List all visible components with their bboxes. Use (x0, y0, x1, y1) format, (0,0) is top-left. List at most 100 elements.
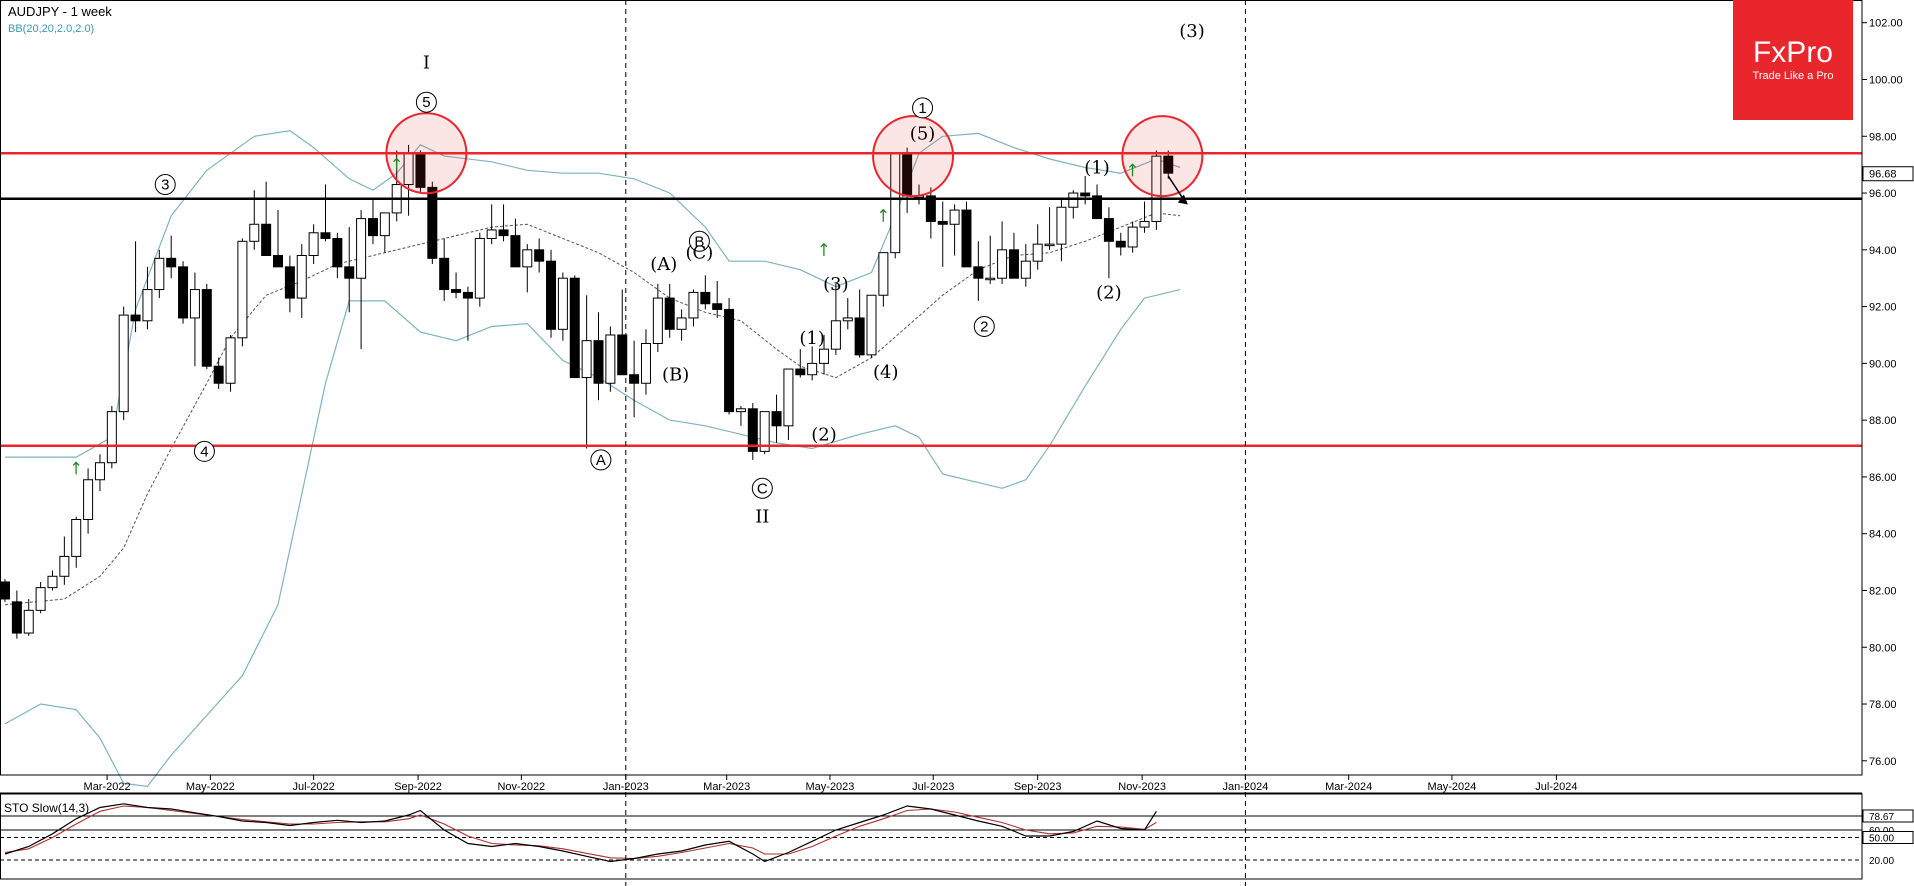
wave-label: (B) (662, 365, 689, 386)
y-tick-label: 76.00 (1869, 756, 1897, 768)
wave-label: (5) (910, 123, 936, 144)
x-tick-label: Sep-2022 (394, 781, 442, 793)
candle-bearish (546, 260, 557, 330)
candle-bullish (807, 362, 818, 376)
candle-bearish (510, 235, 521, 268)
candle-bearish (724, 308, 735, 413)
highlight-circle (872, 115, 955, 198)
candle-bullish (237, 240, 248, 339)
candle-bearish (498, 229, 509, 237)
annotations: I 5 3 4 A (A) B(C) (B) C II (1) (2) (3) (4) 1 (5) 2 (1) (2… (154, 21, 1205, 528)
signal-arrow-icon (879, 208, 887, 222)
bollinger-lower-band (4, 289, 1181, 788)
wave-label-circle (751, 477, 773, 499)
candle-bullish (474, 237, 485, 299)
wave-label: 4 (200, 443, 208, 460)
candle-bearish (771, 411, 782, 427)
candle-bearish (439, 257, 450, 291)
candle-bullish (1068, 192, 1079, 208)
wave-label: (C) (685, 243, 713, 264)
candle-bullish (819, 348, 830, 364)
signal-arrow-icon (820, 242, 828, 256)
main-frame (0, 0, 1863, 776)
candle-bearish (712, 303, 723, 310)
x-tick-label: Sep-2023 (1014, 781, 1062, 793)
fxpro-logo: FxPro Trade Like a Pro (1733, 0, 1853, 120)
candle-bearish (854, 317, 865, 356)
candle-bullish (1032, 243, 1043, 262)
candle-bullish (581, 340, 592, 379)
oscillator-level-label: 78.67 (1869, 812, 1894, 823)
y-tick-label: 96.00 (1869, 188, 1897, 200)
wave-label: (3) (823, 274, 849, 295)
logo-tagline: Trade Like a Pro (1753, 70, 1834, 82)
candle-bullish (1044, 243, 1055, 247)
candle-bearish (925, 195, 936, 222)
candle-bullish (878, 252, 889, 296)
candle-bullish (676, 317, 687, 330)
oscillator-level-label: 50.00 (1869, 834, 1894, 845)
wave-label: (A) (650, 254, 677, 275)
current-price-box (1862, 166, 1914, 182)
wave-label: 1 (918, 100, 926, 117)
candle-bearish (1080, 192, 1091, 197)
y-tick-label: 98.00 (1869, 131, 1897, 143)
candle-bearish (320, 232, 331, 239)
wave-label-circle (912, 97, 934, 119)
candle-bearish (1008, 249, 1019, 279)
candle-bullish (154, 257, 165, 291)
candle-bullish (379, 212, 390, 237)
candle-bullish (23, 609, 34, 634)
y-tick-label: 80.00 (1869, 642, 1897, 654)
candle-bullish (783, 368, 794, 427)
y-tick-label: 84.00 (1869, 529, 1897, 541)
candle-bullish (47, 575, 58, 589)
candle-bullish (605, 334, 616, 384)
wave-label: B (694, 233, 704, 250)
candle-bullish (985, 277, 996, 281)
wave-label-circle (973, 315, 995, 337)
candle-bearish (166, 257, 177, 268)
candle-bullish (486, 229, 497, 239)
candle-bearish (629, 374, 640, 384)
wave-label: (4) (873, 362, 899, 383)
candle-bearish (617, 334, 628, 376)
x-tick-label: Nov-2023 (1118, 781, 1166, 793)
candle-bearish (462, 291, 473, 299)
candle-bearish (795, 368, 806, 376)
candle-bullish (949, 209, 960, 225)
candle-bullish (1139, 220, 1150, 228)
wave-label: I (423, 52, 430, 73)
logo-background (1733, 0, 1853, 120)
candle-bearish (344, 266, 355, 279)
candle-bearish (201, 289, 212, 367)
x-tick-label: Mar-2023 (703, 781, 750, 793)
wave-label: II (755, 507, 769, 528)
oscillator-level-label: 20.00 (1869, 856, 1894, 867)
candle-bullish (59, 555, 70, 577)
y-tick-label: 88.00 (1869, 415, 1897, 427)
candle-bearish (367, 218, 378, 237)
candle-bearish (961, 209, 972, 268)
candle-bearish (11, 601, 22, 634)
wave-label: A (596, 452, 606, 469)
stochastic-d-line (4, 805, 1157, 860)
candle-bearish (937, 220, 948, 225)
x-tick-label: Jan-2024 (1222, 781, 1268, 793)
x-tick-label: Jul-2022 (293, 781, 335, 793)
x-tick-label: Mar-2024 (1325, 781, 1372, 793)
oscillator-level-box (1862, 809, 1914, 823)
candle-bullish (688, 291, 699, 319)
candle-bullish (997, 249, 1008, 279)
candle-bearish (213, 365, 224, 384)
candle-bearish (284, 266, 295, 299)
indicator-label: BB(20,20,2.0,2.0) (8, 23, 94, 35)
candle-bearish (273, 254, 284, 268)
candle-bullish (94, 462, 105, 481)
candle-bullish (118, 314, 129, 413)
wave-label: (1) (1084, 157, 1110, 178)
x-tick-label: May-2023 (806, 781, 855, 793)
candle-bearish (130, 314, 141, 322)
candle-bearish (1163, 155, 1174, 174)
y-tick-label: 102.00 (1869, 18, 1903, 30)
